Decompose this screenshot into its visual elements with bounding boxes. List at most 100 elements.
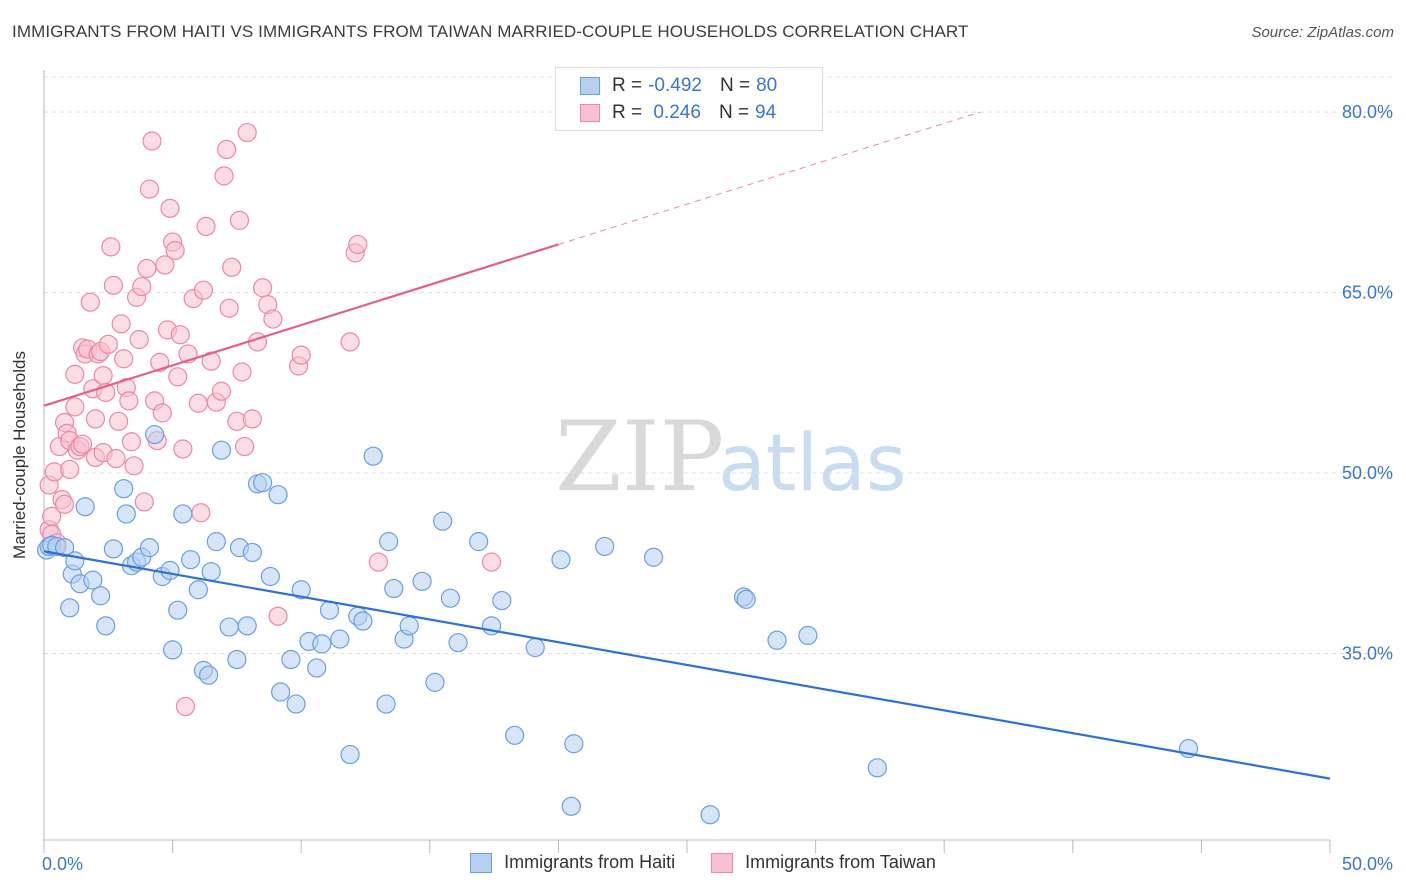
haiti-point	[469, 532, 489, 552]
taiwan-point	[247, 332, 268, 352]
haiti-point	[353, 611, 373, 631]
taiwan-n-label: N =	[718, 102, 750, 123]
taiwan-point	[229, 210, 250, 230]
taiwan-point	[42, 506, 62, 526]
taiwan-point	[219, 298, 239, 318]
haiti-point	[736, 589, 756, 609]
legend-taiwan-label: Immigrants from Taiwan	[745, 852, 936, 872]
haiti-point	[253, 473, 273, 493]
taiwan-point	[196, 216, 216, 237]
haiti-point	[412, 571, 432, 591]
haiti-point	[492, 590, 512, 611]
haiti-point	[281, 649, 301, 670]
haiti-point	[114, 479, 134, 499]
taiwan-point	[237, 122, 257, 143]
taiwan-point	[98, 334, 118, 354]
taiwan-point	[65, 397, 85, 417]
haiti-point	[237, 616, 257, 636]
haiti-point	[505, 725, 525, 745]
taiwan-point	[101, 237, 121, 257]
taiwan-point	[142, 131, 162, 151]
taiwan-point	[54, 494, 75, 514]
y-tick-label: 80.0%	[1342, 102, 1393, 122]
haiti-point	[376, 694, 396, 714]
taiwan-point	[291, 345, 311, 365]
taiwan-swatch-icon	[580, 104, 600, 122]
haiti-point	[399, 616, 419, 636]
taiwan-point	[124, 456, 144, 476]
source-label: Source: ZipAtlas.com	[1251, 24, 1394, 41]
haiti-point	[448, 633, 468, 653]
haiti-point	[206, 532, 226, 552]
x-tick-label-min: 0.0%	[42, 854, 83, 874]
taiwan-point	[152, 403, 172, 423]
taiwan-point	[160, 198, 180, 218]
taiwan-point	[80, 292, 100, 312]
taiwan-point	[60, 459, 80, 480]
y-tick-label: 50.0%	[1342, 463, 1393, 483]
haiti-point	[551, 550, 571, 570]
y-tick-label: 35.0%	[1342, 644, 1393, 664]
haiti-point	[201, 562, 221, 582]
haiti-point	[700, 805, 720, 825]
taiwan-point	[155, 255, 175, 275]
haiti-point	[227, 649, 247, 670]
taiwan-point	[235, 436, 255, 457]
haiti-point	[340, 744, 360, 765]
taiwan-point	[348, 234, 368, 255]
taiwan-point	[217, 139, 237, 160]
haiti-point	[564, 734, 584, 754]
taiwan-point	[211, 381, 232, 401]
haiti-trendline	[43, 550, 1331, 780]
haiti-point	[330, 629, 350, 649]
taiwan-point	[242, 409, 262, 429]
taiwan-point	[188, 393, 208, 413]
taiwan-point	[65, 364, 85, 384]
legend-row-haiti: R = -0.492 N = 80	[580, 73, 777, 99]
haiti-point	[83, 570, 103, 590]
haiti-point	[181, 550, 201, 570]
haiti-point	[440, 588, 460, 608]
haiti-point	[188, 580, 208, 600]
haiti-point	[425, 672, 445, 692]
taiwan-point	[106, 449, 126, 469]
taiwan-point	[175, 696, 196, 717]
series-legend: Immigrants from Haiti Immigrants from Ta…	[0, 852, 1406, 873]
haiti-point	[767, 630, 787, 650]
haiti-point	[525, 637, 545, 658]
taiwan-point	[139, 179, 160, 199]
haiti-point	[163, 640, 183, 660]
haiti-point	[75, 497, 95, 517]
haiti-point	[160, 560, 180, 581]
taiwan-n-value: 94	[755, 102, 777, 123]
taiwan-point	[93, 365, 113, 386]
taiwan-r-value: 0.246	[648, 102, 701, 123]
haiti-point	[139, 538, 160, 558]
chart-title: IMMIGRANTS FROM HAITI VS IMMIGRANTS FROM…	[12, 22, 969, 41]
haiti-point	[168, 600, 188, 620]
haiti-point	[54, 538, 75, 558]
taiwan-point	[368, 552, 388, 572]
haiti-point	[260, 566, 280, 587]
haiti-point	[643, 547, 664, 567]
taiwan-point	[253, 278, 273, 298]
taiwan-r-label: R =	[612, 102, 643, 123]
haiti-point	[384, 578, 404, 599]
haiti-point	[286, 694, 306, 714]
taiwan-point	[137, 258, 157, 279]
haiti-point	[144, 424, 165, 445]
taiwan-trendline-extension	[558, 111, 981, 245]
taiwan-legend-swatch-icon	[711, 852, 734, 873]
legend-haiti-label: Immigrants from Haiti	[504, 852, 676, 872]
taiwan-trendline	[43, 243, 559, 407]
taiwan-point	[170, 325, 190, 345]
taiwan-point	[134, 492, 154, 512]
haiti-n-label: N =	[719, 75, 751, 96]
haiti-point	[60, 598, 80, 618]
legend-item-taiwan: Immigrants from Taiwan	[711, 852, 936, 873]
haiti-r-label: R =	[612, 75, 643, 96]
haiti-point	[242, 542, 262, 563]
stats-legend: R = -0.492 N = 80 R = 0.246 N = 94	[555, 67, 823, 131]
haiti-point	[379, 532, 399, 552]
haiti-point	[798, 625, 818, 646]
